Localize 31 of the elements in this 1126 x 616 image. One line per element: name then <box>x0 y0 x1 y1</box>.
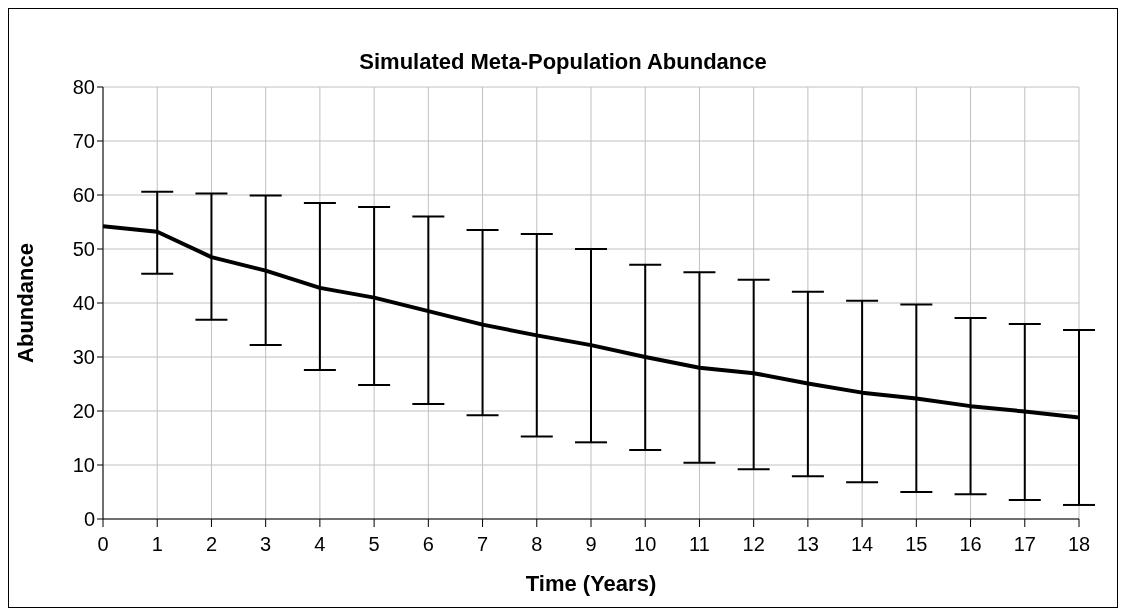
x-tick-label: 4 <box>314 533 326 556</box>
x-tick-label: 12 <box>742 533 765 556</box>
y-tick-label: 70 <box>72 130 95 153</box>
x-tick-label: 7 <box>476 533 489 556</box>
x-tick-label: 6 <box>422 533 434 556</box>
x-tick-label: 15 <box>905 533 928 556</box>
x-tick-label: 18 <box>1067 533 1091 556</box>
chart-title: Simulated Meta-Population Abundance <box>359 49 767 74</box>
y-tick-label: 80 <box>72 76 95 99</box>
y-tick-label: 20 <box>72 400 95 423</box>
x-tick-label: 17 <box>1013 533 1036 556</box>
x-tick-label: 13 <box>796 533 820 556</box>
x-tick-label: 0 <box>97 533 109 556</box>
x-axis-title: Time (Years) <box>525 571 657 596</box>
y-tick-label: 10 <box>72 454 95 477</box>
y-tick-label: 50 <box>72 238 95 261</box>
y-tick-label: 40 <box>72 292 95 315</box>
y-tick-label: 0 <box>83 508 95 531</box>
x-tick-label: 3 <box>260 533 272 556</box>
y-tick-label: 60 <box>72 184 95 207</box>
x-tick-label: 5 <box>368 533 380 556</box>
x-tick-label: 10 <box>634 533 657 556</box>
y-axis-title: Abundance <box>12 243 38 363</box>
y-tick-label: 30 <box>72 346 95 369</box>
x-tick-label: 11 <box>689 533 710 556</box>
x-tick-label: 16 <box>959 533 982 556</box>
x-tick-label: 14 <box>850 533 874 556</box>
x-tick-label: 1 <box>151 533 163 556</box>
x-tick-label: 9 <box>585 533 597 556</box>
x-tick-label: 2 <box>205 533 218 556</box>
x-tick-label: 8 <box>531 533 543 556</box>
